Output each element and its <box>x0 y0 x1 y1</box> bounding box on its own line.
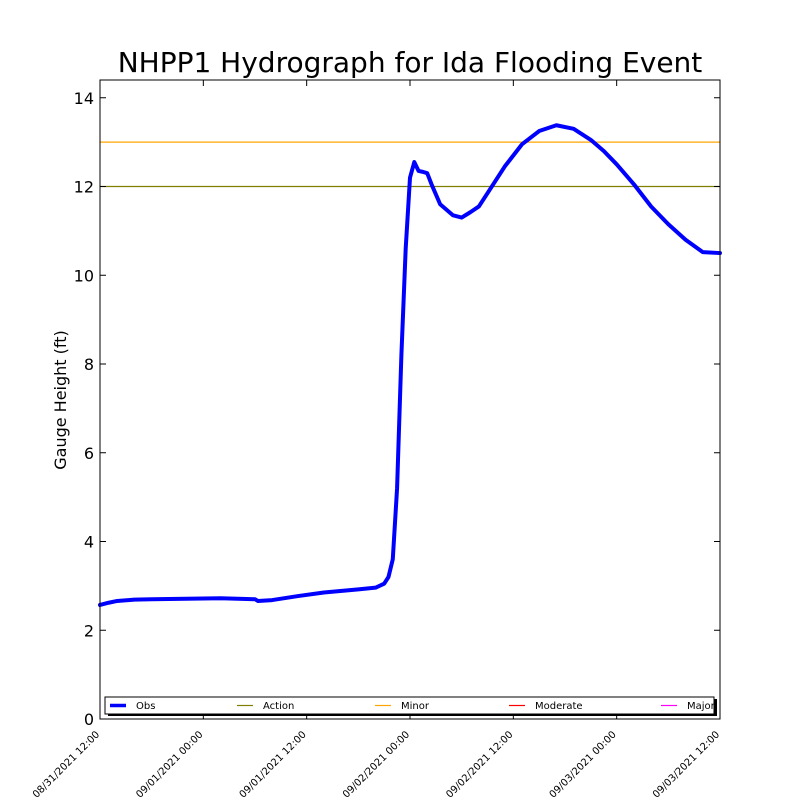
legend: Obs Action Minor Moderate Major <box>104 696 717 716</box>
x-tick-label: 09/02/2021 00:00 <box>341 729 412 800</box>
y-tick-label: 10 <box>74 266 94 285</box>
plot-area: 0 2 4 6 8 10 12 14 08/31/2021 12:00 09/01/2021 00… <box>31 79 722 800</box>
y-tick-label: 8 <box>84 355 94 374</box>
legend-label-obs: Obs <box>136 701 155 712</box>
x-tick-label: 08/31/2021 12:00 <box>31 729 102 800</box>
series-line-obs <box>98 123 722 607</box>
y-tick-label: 12 <box>74 178 94 197</box>
y-tick-label: 4 <box>84 533 94 552</box>
y-tick-label: 14 <box>74 89 94 108</box>
legend-label-minor: Minor <box>401 701 430 712</box>
x-tick-label: 09/01/2021 00:00 <box>134 729 205 800</box>
y-tick-label: 6 <box>84 444 94 463</box>
legend-label-action: Action <box>263 701 294 712</box>
legend-label-major: Major <box>687 701 716 712</box>
legend-label-moderate: Moderate <box>535 701 583 712</box>
legend-box <box>104 696 715 715</box>
y-axis-label: Gauge Height (ft) <box>51 330 70 470</box>
chart-title: NHPP1 Hydrograph for Ida Flooding Event <box>118 46 703 79</box>
x-tick-label: 09/01/2021 12:00 <box>238 729 309 800</box>
y-tick-label: 2 <box>84 621 94 640</box>
x-tick-label: 09/03/2021 00:00 <box>548 729 619 800</box>
x-tick-label: 09/03/2021 12:00 <box>651 729 722 800</box>
x-tick-label: 09/02/2021 12:00 <box>444 729 515 800</box>
y-tick-label: 0 <box>84 710 94 729</box>
